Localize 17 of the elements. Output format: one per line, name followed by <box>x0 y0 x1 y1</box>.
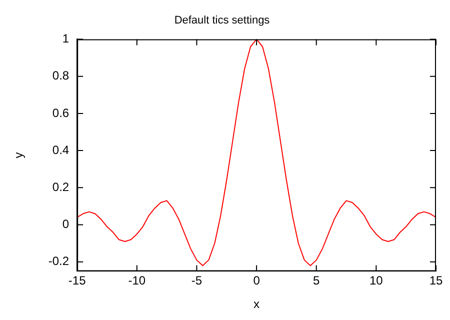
y-tick-label: 0.6 <box>52 106 70 120</box>
y-tick-label: 0.2 <box>52 180 70 194</box>
y-tick-label: -0.2 <box>48 254 70 268</box>
x-tick-label: -15 <box>68 274 86 288</box>
x-tick-label: 0 <box>253 274 260 288</box>
y-tick-label: 1 <box>62 32 70 46</box>
x-tick-label: 15 <box>429 274 443 288</box>
x-tick-label: 10 <box>370 274 384 288</box>
x-tick-label: -10 <box>128 274 146 288</box>
x-tick-label: -5 <box>191 274 202 288</box>
x-axis-title: x <box>254 297 260 312</box>
y-tick-label: 0.8 <box>52 68 70 83</box>
x-tick-label: 5 <box>313 274 320 288</box>
y-axis-title: y <box>12 152 26 158</box>
y-tick-label: 0 <box>62 217 70 232</box>
y-tick-label: 0.4 <box>52 142 70 157</box>
chart-title: Default tics settings <box>174 14 270 27</box>
